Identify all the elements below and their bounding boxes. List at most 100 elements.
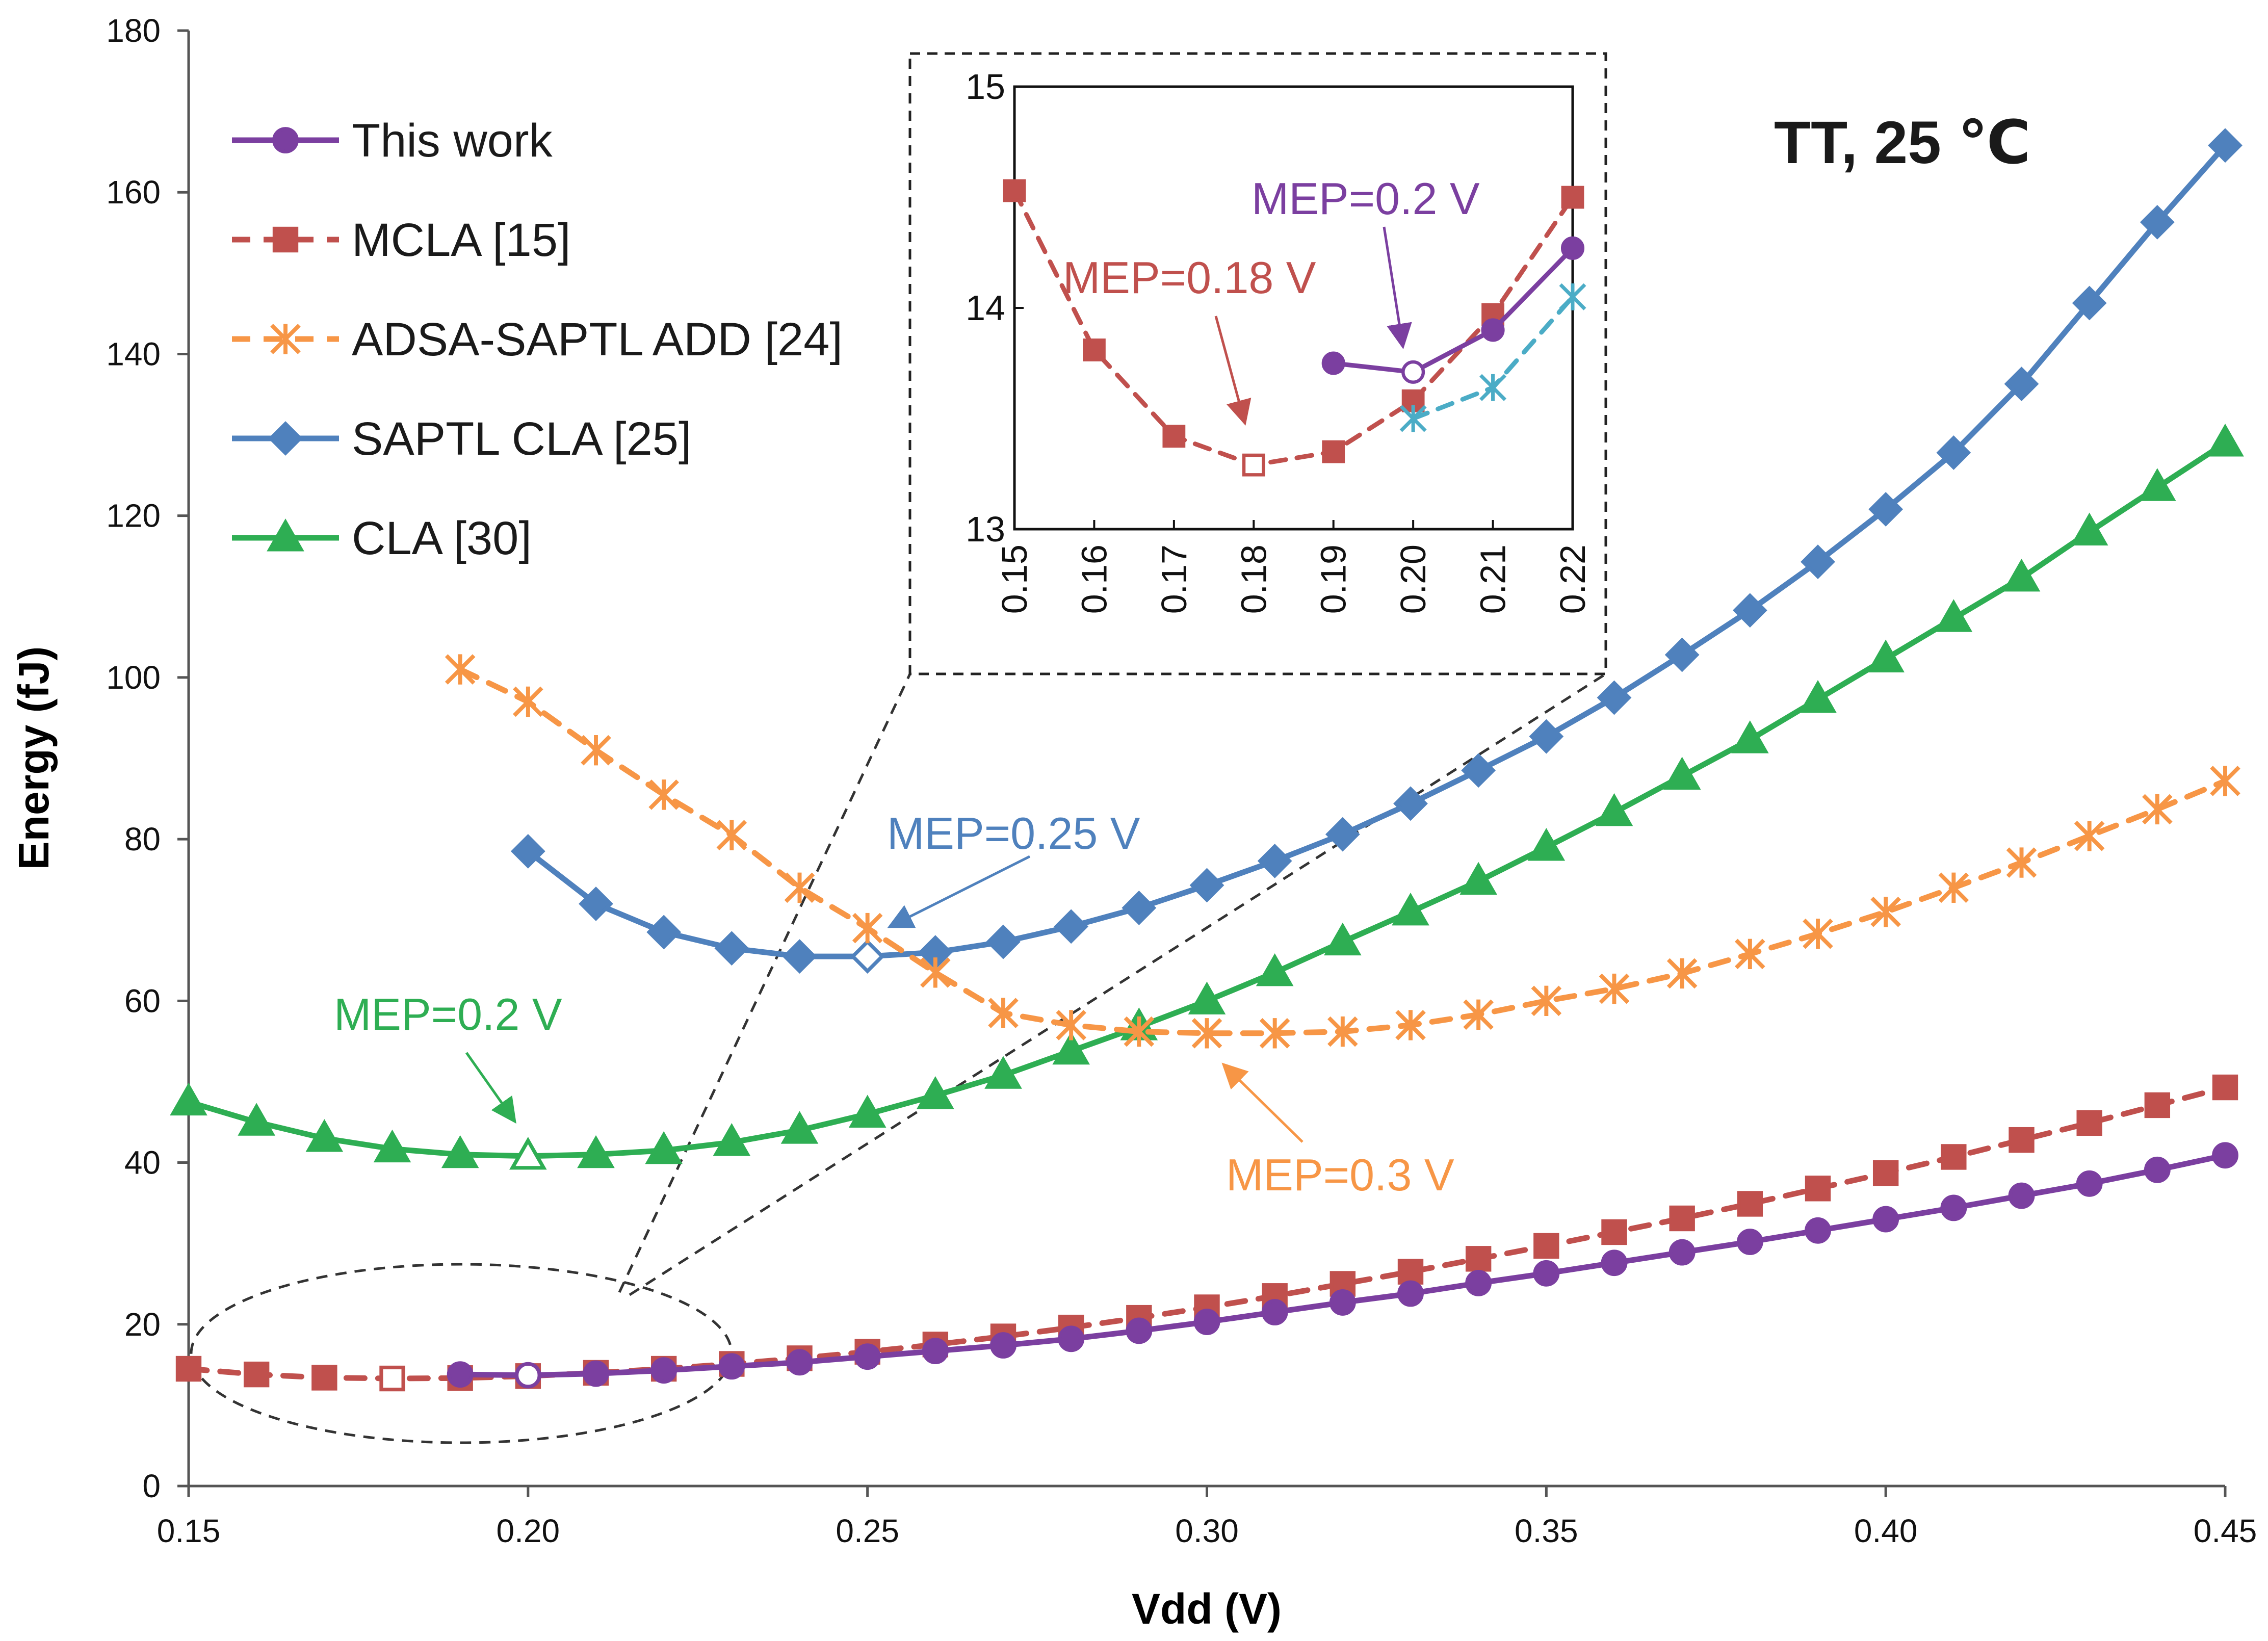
data-point	[379, 1365, 405, 1392]
legend-label: This work	[352, 115, 553, 167]
data-point	[1735, 939, 1765, 970]
data-point	[2140, 205, 2175, 240]
annotation-mep-saptl: MEP=0.25 V	[887, 808, 1140, 928]
data-point	[1935, 599, 1973, 632]
legend-item-saptl-cla-25: SAPTL CLA [25]	[232, 413, 692, 465]
data-point	[1533, 1260, 1560, 1287]
y-tick-label: 40	[124, 1144, 161, 1181]
data-point	[917, 1076, 954, 1109]
inset-y-tick-label: 15	[966, 67, 1005, 107]
x-tick-label: 0.40	[1854, 1513, 1918, 1549]
series-mcla-15	[175, 1074, 2238, 1392]
annotation-mep-saptl-arrow	[887, 855, 1031, 928]
y-tick-label: 80	[124, 821, 161, 857]
data-point	[2008, 1182, 2035, 1209]
data-point	[648, 779, 679, 810]
data-point	[1188, 981, 1226, 1014]
zoom-guide-line-right	[629, 672, 1607, 1296]
data-point	[2212, 1142, 2238, 1169]
data-point	[583, 1360, 609, 1387]
inset-x-tick-label: 0.18	[1234, 544, 1273, 614]
data-point	[784, 872, 815, 903]
data-point	[1805, 1217, 1831, 1244]
annotation-mep-cla-text: MEP=0.2 V	[334, 989, 562, 1039]
y-tick-label: 160	[106, 174, 161, 211]
data-point	[1529, 719, 1564, 754]
inset-y-tick-label: 14	[966, 288, 1005, 328]
inset-data-point	[1399, 405, 1427, 432]
inset-data-point	[1242, 453, 1265, 477]
data-point	[1599, 973, 1630, 1004]
y-axis-title: Energy (fJ)	[10, 646, 58, 870]
data-point	[1257, 844, 1292, 878]
series-adsa-saptl-add-24	[445, 654, 2240, 1049]
data-point	[1736, 1229, 1763, 1255]
annotation-mep-cla-arrow	[465, 1052, 516, 1124]
data-point	[1868, 492, 1904, 527]
data-point	[1737, 1191, 1763, 1217]
data-point	[650, 1357, 677, 1384]
inset-series-adsa-cyan	[1399, 283, 1586, 432]
legend: This work MCLA [15] ADSA-SAPTL ADD [24] SAP…	[232, 115, 843, 564]
data-point	[713, 1123, 751, 1156]
data-point	[2006, 847, 2037, 878]
y-tick-label: 180	[106, 12, 161, 49]
x-tick-label: 0.25	[836, 1513, 899, 1549]
inset-x-tick-label: 0.17	[1154, 544, 1194, 614]
data-point	[1669, 1205, 1695, 1232]
data-point	[1329, 1289, 1356, 1316]
data-point	[2208, 128, 2243, 163]
legend-swatch-marker	[270, 324, 301, 354]
legend-label: ADSA-SAPTL ADD [24]	[352, 314, 843, 366]
data-point	[2142, 794, 2173, 825]
data-point	[922, 1338, 949, 1365]
data-point	[2004, 367, 2039, 402]
zoom-guide-line-left	[618, 673, 911, 1293]
data-point	[1397, 1280, 1424, 1307]
data-point	[2072, 285, 2107, 321]
data-point	[1193, 1309, 1220, 1335]
data-point	[445, 654, 476, 685]
legend-swatch-marker	[272, 226, 299, 253]
inset-annotation-mep-this-work-arrow	[1383, 226, 1412, 349]
inset-series-this-work	[1321, 236, 1585, 384]
data-point	[2144, 1156, 2171, 1183]
data-point	[305, 1119, 344, 1152]
inset-annotation-mep-mcla-arrow	[1214, 316, 1252, 426]
inset-data-point	[1322, 440, 1345, 463]
data-point	[513, 686, 543, 717]
annotation-mep-adsa-arrow	[1221, 1062, 1304, 1143]
annotation-mep-adsa: MEP=0.3 V	[1221, 1062, 1454, 1200]
legend-item-mcla-15: MCLA [15]	[232, 214, 571, 266]
data-point	[1597, 680, 1632, 715]
inset-data-point	[1559, 283, 1586, 310]
inset-x-tick-label: 0.16	[1074, 544, 1114, 614]
data-point	[850, 939, 885, 974]
data-point	[1595, 793, 1633, 826]
data-point	[646, 915, 682, 950]
inset-data-point	[1479, 374, 1507, 401]
data-point	[447, 1361, 474, 1388]
inset-data-point	[1162, 425, 1186, 448]
data-point	[1052, 1031, 1090, 1065]
data-point	[1058, 1325, 1085, 1352]
legend-swatch-marker	[268, 421, 303, 456]
data-point	[1669, 1239, 1696, 1266]
zoom-region-ellipse	[190, 1263, 733, 1444]
inset-x-tick-labels: 0.15 0.16 0.17 0.18 0.19 0.20 0.21 0.22	[995, 520, 1593, 614]
legend-item-cla-30: CLA [30]	[232, 512, 532, 564]
data-point	[175, 1356, 202, 1382]
inset-annotation-mep-this-work: MEP=0.2 V	[1252, 173, 1480, 349]
x-tick-label: 0.45	[2194, 1513, 2257, 1549]
inset-zoom-chart: 0.15 0.16 0.17 0.18 0.19 0.20 0.21 0.22 131415 …	[908, 52, 1607, 675]
data-point	[1124, 1016, 1155, 1047]
inset-annotation-mep-this-work-text: MEP=0.2 V	[1252, 173, 1480, 224]
data-point	[2139, 468, 2176, 501]
data-point	[852, 913, 883, 944]
legend-label: SAPTL CLA [25]	[352, 413, 692, 465]
data-point	[1393, 786, 1428, 821]
data-point	[1465, 1246, 1492, 1272]
legend-item-this-work: This work	[232, 115, 553, 167]
data-point	[2210, 766, 2240, 796]
